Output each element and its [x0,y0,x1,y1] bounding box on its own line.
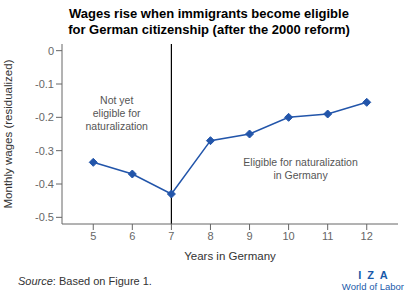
svg-text:0: 0 [48,45,54,57]
html-text:Wages rise when immigrants bec: Wages rise when immigrants become eligib… [69,6,349,21]
svg-text:Years in Germany: Years in Germany [184,250,276,262]
svg-text:-0.2: -0.2 [35,111,54,123]
html-text:for German citizenship (after: for German citizenship (after the 2000 r… [68,22,350,37]
svg-text:5: 5 [90,230,96,242]
html-text:I Z A: I Z A [358,268,388,281]
svg-text:Not yeteligible fornaturalizat: Not yeteligible fornaturalization [85,94,148,132]
svg-text:-0.1: -0.1 [35,78,54,90]
svg-text:12: 12 [361,230,373,242]
html-text:World of Labor: World of Labor [341,280,404,292]
svg-text:9: 9 [246,230,252,242]
svg-text:-0.3: -0.3 [35,145,54,157]
svg-text:Monthly wages (residualized): Monthly wages (residualized) [8,59,14,208]
svg-text:6: 6 [129,230,135,242]
svg-text:7: 7 [168,230,174,242]
svg-text:Eligible for naturalizationin: Eligible for naturalizationin Germany [243,156,358,181]
svg-text:10: 10 [282,230,294,242]
svg-text:8: 8 [207,230,213,242]
svg-text:11: 11 [322,230,333,242]
html-text:Source: Based on Figure 1.: Source: Based on Figure 1. [18,274,152,287]
svg-text:-0.5: -0.5 [35,211,54,223]
svg-text:-0.4: -0.4 [35,178,54,190]
